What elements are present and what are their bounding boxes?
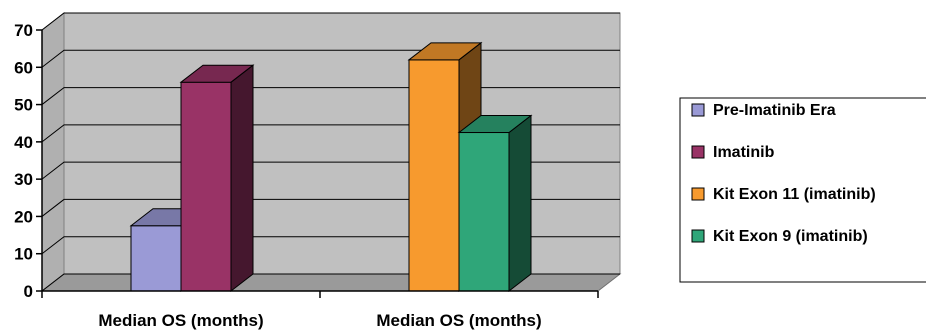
legend-label: Imatinib [713, 144, 775, 161]
bar-kit-exon-9-imatinib [457, 114, 533, 293]
legend-label: Kit Exon 11 (imatinib) [713, 186, 876, 203]
legend-swatch [691, 103, 705, 117]
legend-item: Pre-Imatinib Era [691, 102, 836, 119]
y-tick-label: 60 [14, 58, 33, 77]
plot-area [40, 11, 622, 293]
category-label: Median OS (months) [376, 311, 541, 330]
legend-box [679, 97, 926, 283]
category-axis: Median OS (months) Median OS (months) [41, 290, 599, 330]
side-wall [41, 11, 65, 293]
y-tick-label: 0 [24, 282, 33, 301]
legend-label: Kit Exon 9 (imatinib) [713, 228, 868, 245]
legend: Pre-Imatinib Era Imatinib Kit Exon 11 (ima… [679, 97, 926, 283]
floor [40, 273, 622, 292]
y-tick-label: 10 [14, 245, 33, 264]
legend-item: Kit Exon 11 (imatinib) [691, 186, 876, 203]
legend-item: Imatinib [691, 144, 775, 161]
legend-item: Kit Exon 9 (imatinib) [691, 228, 868, 245]
bars [129, 41, 533, 293]
legend-label: Pre-Imatinib Era [713, 102, 836, 119]
legend-swatch [691, 145, 705, 159]
category-label: Median OS (months) [98, 311, 263, 330]
y-tick-label: 70 [14, 21, 33, 40]
y-tick-label: 30 [14, 170, 33, 189]
y-tick-label: 20 [14, 207, 33, 226]
y-tick-label: 40 [14, 133, 33, 152]
gridline [41, 12, 620, 31]
legend-swatch [691, 229, 705, 243]
y-tick-label: 50 [14, 96, 33, 115]
bar-imatinib [179, 64, 255, 293]
legend-swatch [691, 187, 705, 201]
value-axis: 0 10 20 30 40 50 60 70 [14, 21, 43, 301]
